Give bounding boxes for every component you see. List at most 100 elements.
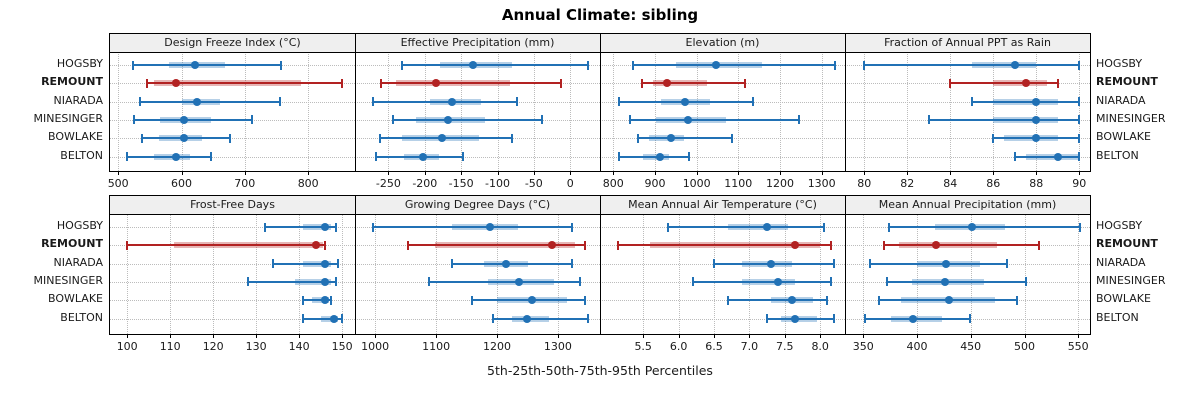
axis-tick (1079, 171, 1081, 175)
whisker-cap-left (727, 295, 730, 305)
axis-tick (714, 334, 715, 338)
axis-tick-label: 120 (202, 340, 224, 353)
whisker-cap-left (640, 78, 643, 88)
percentile-range-line (401, 64, 589, 66)
whisker-cap-left (138, 97, 141, 107)
axis-tick (970, 334, 972, 338)
panel-strip-design-freeze-index-c: Design Freeze Index (°C) (110, 34, 355, 52)
median-dot (1053, 152, 1062, 161)
axis-tick (299, 334, 301, 338)
axis-tick (950, 171, 952, 175)
percentile-range-line (692, 280, 831, 283)
panel-strip-frost-free-days: Frost-Free Days (110, 196, 355, 214)
percentile-range-line (392, 118, 542, 121)
whisker-cap-right (511, 133, 514, 143)
percentile-range-line (134, 118, 253, 121)
panel-band-row-0: Design Freeze Index (°C) Effective Precip… (109, 33, 1091, 172)
whisker-cap-right (834, 60, 836, 70)
whisker-cap-left (272, 259, 275, 269)
whisker-cap-right (744, 78, 746, 88)
axis-tick-label: 1100 (724, 177, 753, 190)
median-dot (528, 296, 537, 305)
whisker-cap-left (145, 78, 148, 88)
axis-tick-label: 8.0 (811, 340, 829, 353)
station-label-right: BOWLAKE (1096, 292, 1151, 306)
whisker-cap-right (251, 115, 254, 125)
whisker-cap-right (583, 240, 586, 250)
axis-tick-label: 1300 (543, 340, 572, 353)
panel-strip-elevation-m: Elevation (m) (600, 34, 845, 52)
whisker-cap-right (229, 133, 232, 143)
whisker-cap-right (341, 314, 344, 324)
axis-tick-label: 550 (1067, 340, 1089, 353)
vertical-gridline (970, 214, 972, 334)
vertical-gridline (780, 52, 781, 171)
median-dot (711, 61, 720, 69)
vertical-gridline (181, 52, 183, 171)
median-dot (190, 61, 199, 69)
axis-tick (436, 334, 438, 338)
median-dot (432, 79, 441, 88)
axis-tick (749, 334, 751, 338)
whisker-cap-right (1078, 115, 1081, 125)
station-label-right: BELTON (1096, 148, 1139, 162)
station-label-right: BELTON (1096, 310, 1139, 324)
panel-plot-mean-annual-air-temperature-c (600, 214, 845, 334)
vertical-gridline (714, 214, 715, 334)
panel-plot-design-freeze-index-c (110, 52, 355, 171)
axis-tick-label: 84 (943, 177, 958, 190)
station-label-left: MINESINGER (33, 112, 104, 125)
whisker-cap-left (666, 222, 669, 232)
whisker-cap-left (863, 60, 866, 70)
median-dot (1021, 79, 1030, 88)
percentile-range-line (865, 317, 970, 320)
panel-band-row-1: Frost-Free Days Growing Degree Days (°C) M… (109, 195, 1091, 335)
panel-strip-mean-annual-air-temperature-c: Mean Annual Air Temperature (°C) (600, 196, 845, 214)
whisker-cap-right (341, 78, 344, 88)
percentile-range-line (637, 137, 732, 140)
axis-tick (993, 171, 995, 175)
whisker-cap-right (730, 133, 733, 143)
vertical-gridline (127, 214, 129, 334)
whisker-cap-left (302, 295, 305, 305)
median-dot (180, 115, 189, 124)
panel-plot-fraction-of-annual-ppt-as-rain (845, 52, 1090, 171)
median-dot (1010, 61, 1019, 69)
whisker-cap-right (829, 277, 832, 287)
whisker-cap-left (618, 97, 621, 107)
horizontal-gridline (845, 101, 1090, 103)
median-dot (684, 115, 693, 124)
median-dot (945, 296, 954, 305)
percentile-range-line (303, 299, 332, 302)
axis-tick (424, 171, 426, 175)
whisker-cap-left (617, 240, 620, 250)
whisker-cap-left (263, 222, 266, 232)
axis-tick-label: 800 (602, 177, 624, 190)
percentile-range-line (493, 317, 588, 320)
whisker-cap-left (631, 60, 634, 70)
strip-divider (110, 214, 1090, 215)
vertical-gridline (244, 52, 246, 171)
axis-tick (342, 334, 344, 338)
station-label-right: HOGSBY (1096, 219, 1143, 232)
whisker-cap-left (126, 152, 129, 162)
axis-tick-label: 500 (1014, 340, 1035, 353)
median-dot (967, 223, 976, 231)
axis-tick-label: 900 (644, 177, 666, 190)
whisker-cap-right (1078, 60, 1081, 70)
station-label-left: BELTON (60, 148, 103, 162)
axis-tick (1036, 171, 1038, 175)
percentile-range-line (133, 64, 281, 66)
horizontal-gridline (600, 156, 845, 158)
median-dot (940, 277, 949, 286)
vertical-gridline (461, 52, 463, 171)
whisker-cap-right (1015, 295, 1018, 305)
percentile-range-line (373, 100, 518, 103)
axis-tick-label: 140 (288, 340, 310, 353)
axis-tick (738, 171, 740, 175)
median-dot (666, 134, 675, 143)
whisker-cap-left (868, 259, 871, 269)
vertical-gridline (1079, 52, 1081, 171)
whisker-cap-right (579, 277, 582, 287)
vertical-gridline (696, 52, 698, 171)
